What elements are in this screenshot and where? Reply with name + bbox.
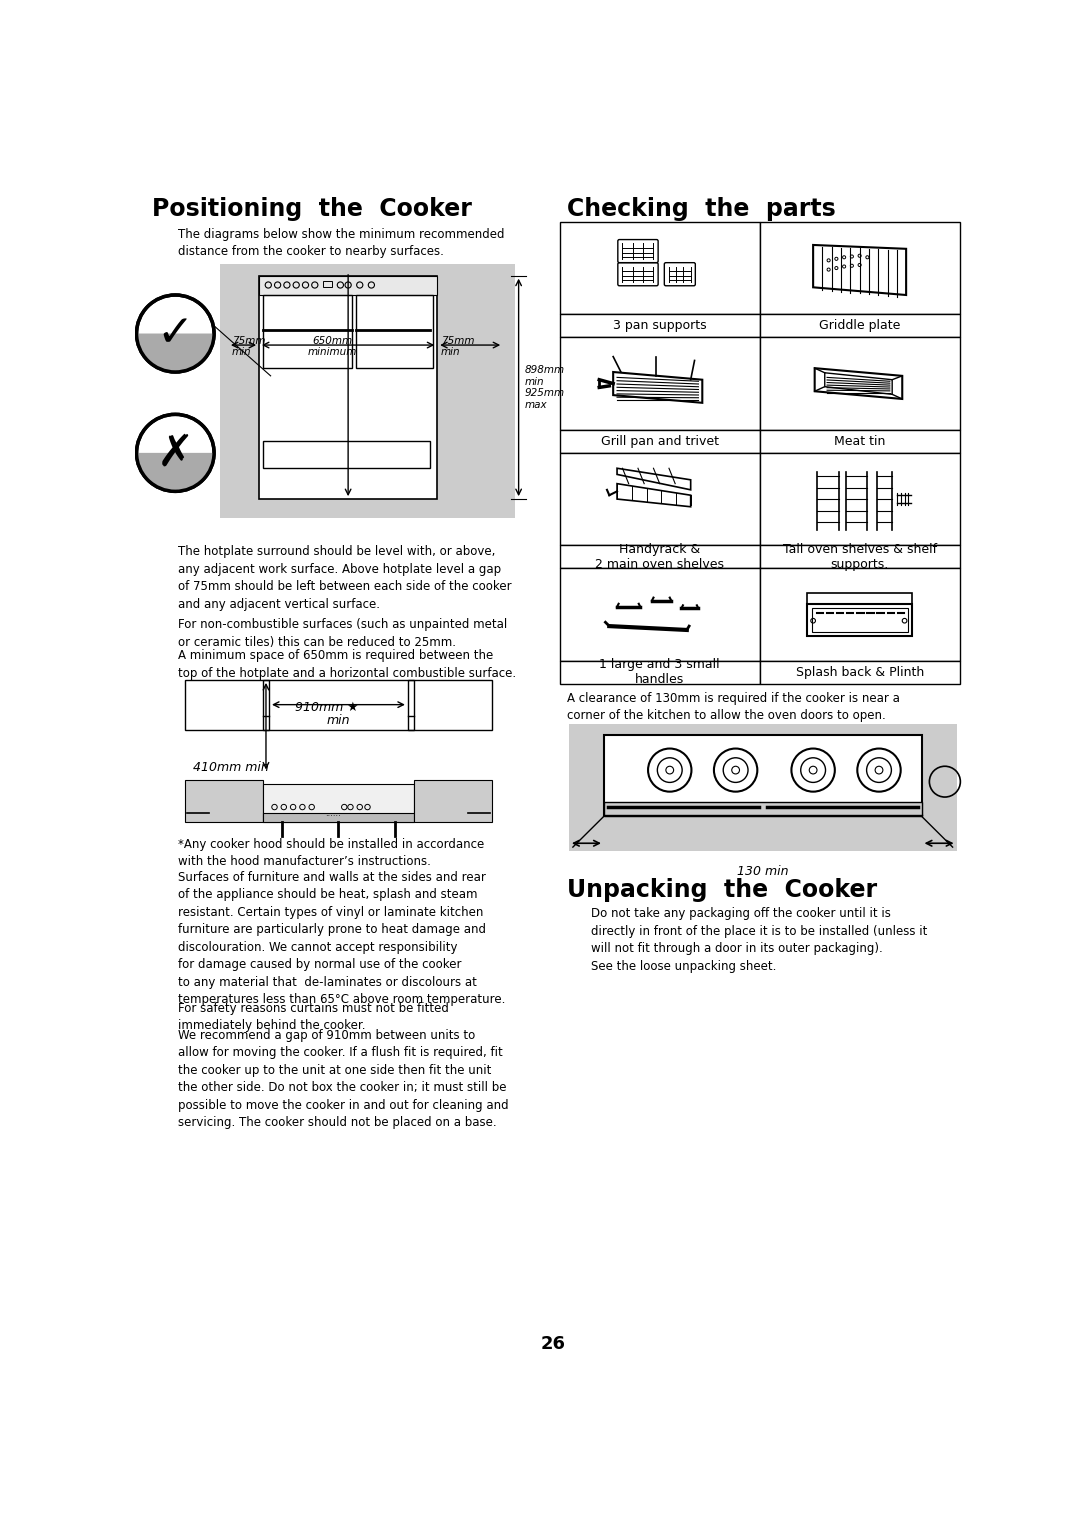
Bar (259, 275, 437, 295)
Bar (569, 724, 957, 851)
Wedge shape (136, 333, 214, 371)
Text: Griddle plate: Griddle plate (819, 319, 901, 332)
Text: 26: 26 (541, 1334, 566, 1352)
Text: ......: ...... (325, 810, 340, 819)
Bar (759, 660, 960, 685)
Bar (356, 295, 433, 368)
Text: We recommend a gap of 910mm between units to
allow for moving the cooker. If a f: We recommend a gap of 910mm between unit… (177, 1028, 509, 1129)
Text: 130 min: 130 min (737, 865, 788, 877)
Bar (811, 608, 907, 631)
Circle shape (136, 414, 214, 492)
Bar (262, 784, 414, 822)
Text: 75mm
min: 75mm min (441, 336, 474, 358)
Text: Checking  the  parts: Checking the parts (567, 197, 836, 222)
Text: For safety reasons curtains must not be fitted
immediately behind the cooker.: For safety reasons curtains must not be … (177, 1002, 448, 1033)
Bar (559, 545, 759, 568)
Wedge shape (136, 452, 214, 492)
Bar (807, 593, 913, 604)
Bar (759, 545, 960, 568)
Bar (759, 568, 960, 660)
Bar (759, 222, 960, 315)
Bar (559, 222, 759, 315)
Text: 1 large and 3 small
handles: 1 large and 3 small handles (599, 659, 720, 686)
Bar (559, 660, 759, 685)
Text: *Any cooker hood should be installed in accordance
with the hood manufacturer’s : *Any cooker hood should be installed in … (177, 837, 484, 868)
Text: 3 pan supports: 3 pan supports (612, 319, 706, 332)
Text: Surfaces of furniture and walls at the sides and rear
of the appliance should be: Surfaces of furniture and walls at the s… (177, 871, 505, 1007)
Bar (559, 338, 759, 429)
Text: 410mm min: 410mm min (193, 761, 269, 773)
Text: ✗: ✗ (157, 431, 194, 474)
Text: 75mm
min: 75mm min (232, 336, 266, 358)
Text: Tall oven shelves & shelf
supports.: Tall oven shelves & shelf supports. (783, 542, 936, 571)
Bar (262, 813, 414, 822)
Bar (220, 264, 515, 518)
Circle shape (136, 295, 214, 371)
Bar (262, 442, 430, 468)
Bar (807, 604, 913, 636)
Text: Positioning  the  Cooker: Positioning the Cooker (152, 197, 472, 222)
Text: Meat tin: Meat tin (834, 435, 886, 448)
Text: The diagrams below show the minimum recommended
distance from the cooker to near: The diagrams below show the minimum reco… (177, 228, 504, 258)
Text: Handyrack &
2 main oven shelves: Handyrack & 2 main oven shelves (595, 542, 725, 571)
Bar (186, 680, 491, 730)
Text: min: min (326, 714, 350, 727)
Bar (759, 429, 960, 452)
Bar (186, 781, 262, 822)
Text: Splash back & Plinth: Splash back & Plinth (796, 666, 923, 678)
Bar (559, 568, 759, 660)
Bar (559, 452, 759, 545)
Text: For non-combustible surfaces (such as unpainted metal
or ceramic tiles) this can: For non-combustible surfaces (such as un… (177, 619, 507, 649)
Text: The hotplate surround should be level with, or above,
any adjacent work surface.: The hotplate surround should be level wi… (177, 545, 511, 611)
Text: 650mm
minimum: 650mm minimum (308, 336, 357, 358)
Text: A clearance of 130mm is required if the cooker is near a
corner of the kitchen t: A clearance of 130mm is required if the … (567, 692, 901, 723)
Text: A minimum space of 650mm is required between the
top of the hotplate and a horiz: A minimum space of 650mm is required bet… (177, 649, 516, 680)
Bar (323, 281, 332, 287)
Bar (262, 680, 269, 730)
Bar (414, 781, 491, 822)
Text: Unpacking  the  Cooker: Unpacking the Cooker (567, 879, 878, 902)
Bar (408, 680, 414, 730)
Text: Grill pan and trivet: Grill pan and trivet (600, 435, 718, 448)
Bar (759, 338, 960, 429)
Bar (604, 802, 921, 816)
Text: 898mm
min
925mm
max: 898mm min 925mm max (525, 365, 565, 410)
Bar (759, 315, 960, 338)
Text: Do not take any packaging off the cooker until it is
directly in front of the pl: Do not take any packaging off the cooker… (591, 908, 927, 973)
Bar (759, 452, 960, 545)
Bar (259, 275, 437, 500)
Text: ✓: ✓ (157, 312, 194, 354)
Bar (604, 735, 921, 816)
Bar (559, 315, 759, 338)
Bar (262, 295, 352, 368)
Bar (559, 429, 759, 452)
Text: 910mm ★: 910mm ★ (295, 701, 359, 714)
